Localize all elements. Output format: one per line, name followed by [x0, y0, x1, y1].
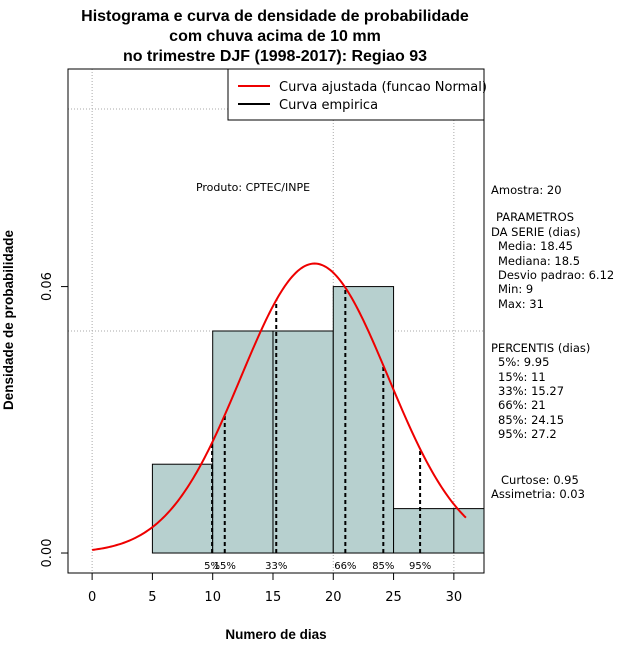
legend-box [227, 68, 485, 121]
stat-mediana: Mediana: 18.5 [498, 254, 580, 268]
histogram-bar [151, 463, 214, 554]
percentile-lines: 5%15% 33% 66% 85% 95% [204, 287, 431, 572]
stat-assimetria: Assimetria: 0.03 [491, 487, 585, 501]
chart-title-line-2: com chuva acima de 10 mm [169, 28, 381, 45]
normal-fit-curve [91, 262, 467, 551]
x-tick-label: 15 [265, 590, 282, 605]
stat-curtose: Curtose: 0.95 [501, 473, 579, 487]
stat-p5: 5%: 9.95 [498, 355, 549, 369]
stat-percentis-title: PERCENTIS (dias) [491, 341, 590, 355]
stat-min: Min: 9 [498, 282, 533, 296]
stat-parametros-title: PARAMETROS [496, 210, 574, 224]
stat-p85: 85%: 24.15 [498, 413, 564, 427]
stat-p15: 15%: 11 [498, 370, 546, 384]
histogram-bar [272, 330, 334, 554]
x-tick-label: 25 [385, 590, 402, 605]
y-axis: 0.00 0.06 [40, 272, 69, 568]
percentile-label: 15% [214, 561, 236, 572]
stat-desvio: Desvio padrao: 6.12 [498, 268, 614, 282]
y-tick-label: 0.06 [40, 272, 55, 301]
stats-panel: Amostra: 20 PARAMETROS DA SERIE (dias) M… [491, 183, 614, 501]
legend-label-empirical: Curva empirica [279, 98, 378, 113]
percentile-label: 33% [265, 561, 287, 572]
product-annotation: Produto: CPTEC/INPE [196, 181, 310, 194]
legend: Curva ajustada (funcao Normal) Curva emp… [227, 68, 487, 121]
stat-max: Max: 31 [498, 297, 544, 311]
x-axis: 0 5 10 15 20 25 30 [88, 572, 463, 605]
x-tick-label: 30 [446, 590, 463, 605]
percentile-label: 95% [409, 561, 431, 572]
histogram-bar [332, 286, 395, 554]
stat-p66: 66%: 21 [498, 398, 546, 412]
x-axis-label: Numero de dias [225, 627, 326, 642]
histogram-bar [212, 330, 274, 554]
histogram-bars [151, 286, 485, 554]
chart-title-line-3: no trimestre DJF (1998-2017): Regiao 93 [123, 48, 427, 65]
chart-title-line-1: Histograma e curva de densidade de proba… [81, 8, 469, 25]
x-tick-label: 0 [88, 590, 96, 605]
percentile-label: 66% [334, 561, 356, 572]
percentile-label: 5% [204, 561, 220, 572]
x-tick-label: 10 [204, 590, 221, 605]
y-tick-label: 0.00 [40, 539, 55, 568]
x-tick-label: 20 [325, 590, 342, 605]
histogram-bar [393, 508, 455, 554]
stat-amostra: Amostra: 20 [491, 183, 562, 197]
x-tick-label: 5 [148, 590, 156, 605]
stat-media: Media: 18.45 [498, 239, 573, 253]
stat-da-serie: DA SERIE (dias) [491, 225, 581, 239]
percentile-label: 85% [372, 561, 394, 572]
y-axis-label: Densidade de probabilidade [1, 229, 16, 410]
stat-p33: 33%: 15.27 [498, 384, 564, 398]
histogram-bar [453, 508, 485, 554]
stat-p95: 95%: 27.2 [498, 427, 557, 441]
legend-label-normal: Curva ajustada (funcao Normal) [279, 80, 487, 95]
